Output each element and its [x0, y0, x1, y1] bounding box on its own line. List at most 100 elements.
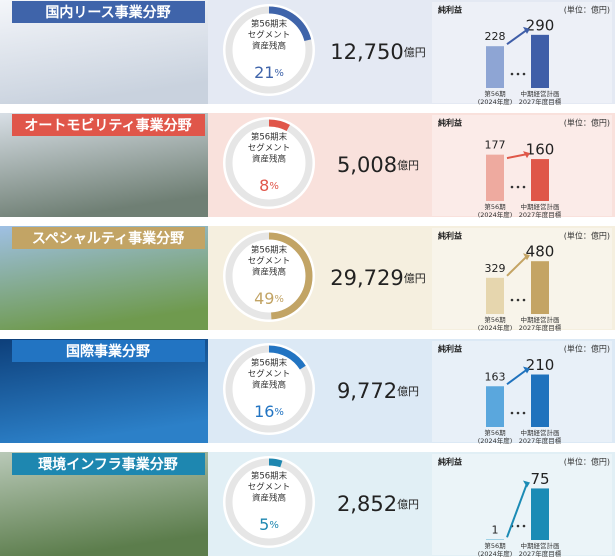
chart-title: 純利益 [438, 5, 462, 15]
donut-base [223, 4, 315, 96]
share-unit: % [269, 520, 279, 531]
category-label: 第56期 [484, 428, 506, 437]
share: 16% [254, 402, 284, 421]
donut-label: セグメント [248, 30, 291, 41]
donut-label: 資産残高 [252, 493, 286, 504]
arrow-head [523, 26, 530, 34]
ellipsis-dot [516, 411, 520, 415]
arrow-head [523, 366, 530, 374]
trend-arrow [506, 255, 528, 277]
amount: 5,008億円 [337, 153, 419, 177]
arrow-head [523, 151, 530, 159]
bar [486, 46, 504, 88]
donut-arc [225, 458, 313, 546]
chart-title: 純利益 [438, 344, 462, 354]
amount-unit: 億円 [397, 159, 419, 172]
donut-arc [225, 119, 313, 207]
title-banner [12, 227, 205, 249]
bar [486, 277, 504, 314]
ellipsis-dot [510, 185, 514, 189]
ellipsis-dot [522, 411, 526, 415]
amount-value: 2,852 [337, 492, 397, 516]
donut-label: 第56期末 [251, 358, 288, 369]
bar [486, 386, 504, 427]
amount: 29,729億円 [330, 266, 425, 290]
chart-bg [432, 228, 612, 329]
category-label: 2027年度目標 [519, 210, 562, 219]
ellipsis-dot [516, 524, 520, 528]
chart-unit: (単位：億円) [564, 457, 610, 467]
amount: 12,750億円 [330, 40, 425, 64]
share-unit: % [274, 407, 284, 418]
bar [531, 374, 549, 427]
category-label: 中期経営計画 [521, 541, 560, 550]
segment-title: スペシャルティ事業分野 [32, 230, 184, 247]
bar [486, 539, 504, 540]
donut-label: セグメント [248, 482, 291, 493]
category-label: 第56期 [484, 89, 506, 98]
ellipsis-dot [522, 185, 526, 189]
category-label: (2024年度) [478, 323, 513, 332]
ellipsis-dot [522, 524, 526, 528]
bar [486, 154, 504, 201]
category-label: 中期経営計画 [521, 315, 560, 324]
amount-value: 12,750 [330, 40, 403, 64]
donut-label: 資産残高 [252, 380, 286, 391]
amount-unit: 億円 [397, 498, 419, 511]
bar-value: 1 [492, 523, 499, 536]
ellipsis-dot [522, 298, 526, 302]
bar-value: 163 [485, 370, 506, 383]
amount-value: 29,729 [330, 266, 403, 290]
category-label: 2027年度目標 [519, 97, 562, 106]
donut-label: 資産残高 [252, 267, 286, 278]
donut-arc [225, 345, 313, 433]
ellipsis-dot [510, 411, 514, 415]
share-value: 8 [259, 176, 269, 195]
donut-arc [225, 232, 313, 320]
chart-title: 純利益 [438, 457, 462, 467]
donut-label: セグメント [248, 256, 291, 267]
donut-arc [225, 6, 313, 94]
share: 21% [254, 63, 284, 82]
ellipsis-dot [510, 72, 514, 76]
donut-base [223, 117, 315, 209]
ellipsis-dot [516, 185, 520, 189]
category-label: 中期経営計画 [521, 89, 560, 98]
chart-unit: (単位：億円) [564, 5, 610, 15]
segment-title: オートモビリティ事業分野 [24, 117, 191, 134]
trend-arrow [506, 368, 528, 386]
arrow-head [523, 253, 530, 261]
category-label: 2027年度目標 [519, 436, 562, 445]
segment-title: 国際事業分野 [66, 343, 150, 360]
chart-unit: (単位：億円) [564, 231, 610, 241]
chart-unit: (単位：億円) [564, 118, 610, 128]
category-label: 中期経営計画 [521, 202, 560, 211]
bar-value: 177 [485, 139, 506, 152]
chart-bg [432, 341, 612, 442]
trend-arrow [506, 483, 528, 538]
bar-value: 329 [485, 262, 506, 275]
share-unit: % [269, 181, 279, 192]
category-label: (2024年度) [478, 436, 513, 445]
bar-value: 75 [530, 470, 549, 488]
category-label: 2027年度目標 [519, 323, 562, 332]
donut-label: セグメント [248, 143, 291, 154]
amount-unit: 億円 [404, 46, 426, 59]
amount: 2,852億円 [337, 492, 419, 516]
share-value: 16 [254, 402, 274, 421]
bar-value: 210 [526, 356, 555, 374]
share-value: 5 [259, 515, 269, 534]
share-unit: % [274, 68, 284, 79]
ellipsis-dot [516, 298, 520, 302]
trend-arrow [506, 153, 528, 160]
amount: 9,772億円 [337, 379, 419, 403]
bar [531, 34, 549, 88]
amount-value: 5,008 [337, 153, 397, 177]
title-banner [12, 340, 205, 362]
ellipsis-dot [510, 298, 514, 302]
category-label: (2024年度) [478, 549, 513, 558]
donut-label: 第56期末 [251, 245, 288, 256]
share: 49% [254, 289, 284, 308]
ellipsis-dot [516, 72, 520, 76]
